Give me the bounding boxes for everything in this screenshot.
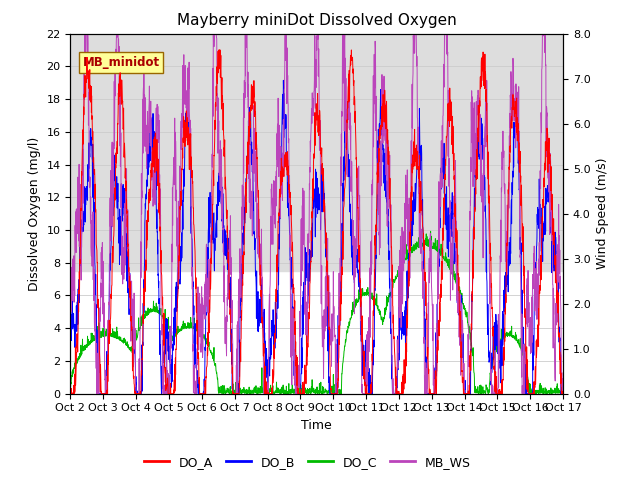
Y-axis label: Wind Speed (m/s): Wind Speed (m/s) (596, 158, 609, 269)
X-axis label: Time: Time (301, 419, 332, 432)
Title: Mayberry miniDot Dissolved Oxygen: Mayberry miniDot Dissolved Oxygen (177, 13, 457, 28)
Text: MB_minidot: MB_minidot (83, 56, 160, 69)
Y-axis label: Dissolved Oxygen (mg/l): Dissolved Oxygen (mg/l) (28, 136, 41, 291)
Bar (70, 34, 563, 271)
Legend: DO_A, DO_B, DO_C, MB_WS: DO_A, DO_B, DO_C, MB_WS (139, 451, 476, 474)
